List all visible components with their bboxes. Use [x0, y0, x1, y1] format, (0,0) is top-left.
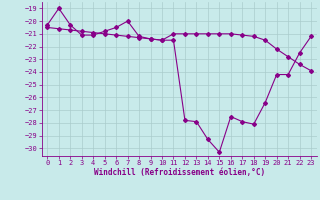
X-axis label: Windchill (Refroidissement éolien,°C): Windchill (Refroidissement éolien,°C) [94, 168, 265, 177]
